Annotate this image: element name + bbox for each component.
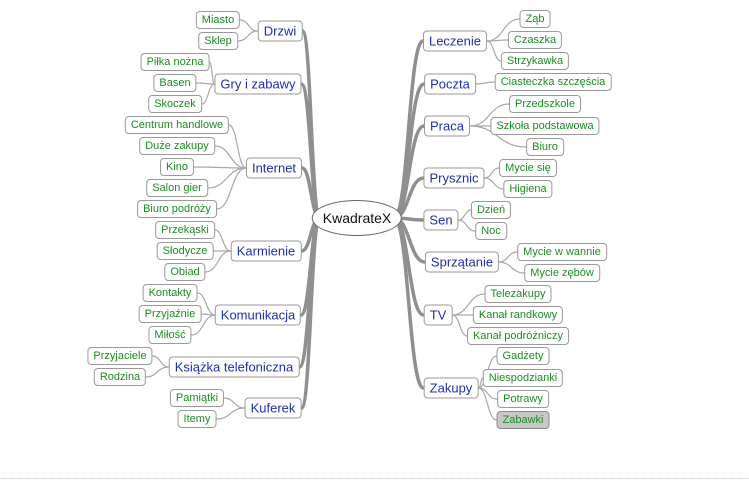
connector-left-leaf [145, 366, 170, 378]
connector-right-leaf [457, 219, 476, 232]
connector-right-leaf [498, 261, 525, 274]
leaf-kanal-podrozniczy[interactable]: Kanał podróżniczy [467, 327, 569, 345]
leaf-potrawy[interactable]: Potrawy [497, 390, 549, 408]
branch-praca[interactable]: Praca [424, 115, 470, 137]
leaf-czaszka[interactable]: Czaszka [507, 31, 563, 49]
leaf-przyjaciele[interactable]: Przyjaciele [87, 347, 153, 365]
leaf-duze-zakupy[interactable]: Duże zakupy [139, 137, 215, 155]
connector-left-leaf [207, 167, 247, 189]
leaf-gadzety[interactable]: Gadżety [496, 347, 550, 365]
leaf-pamiatki[interactable]: Pamiątki [169, 389, 225, 407]
connector-right-leaf [469, 103, 510, 127]
connector-right-leaf [486, 40, 502, 62]
branch-zakupy[interactable]: Zakupy [423, 377, 479, 399]
connector-right-leaf [469, 125, 527, 148]
leaf-skoczek[interactable]: Skoczek [148, 95, 202, 113]
leaf-miasto[interactable]: Miasto [195, 11, 241, 29]
branch-kuferek[interactable]: Kuferek [244, 397, 302, 419]
leaf-mycie-zebow[interactable]: Mycie zębów [524, 264, 600, 282]
connector-left-leaf [215, 407, 246, 420]
connector-left-leaf [214, 229, 232, 252]
bottom-divider [0, 478, 749, 479]
leaf-centrum-handlowe[interactable]: Centrum handlowe [124, 116, 230, 134]
branch-poczta[interactable]: Poczta [424, 73, 476, 95]
connector-right-leaf [498, 251, 518, 263]
leaf-przekaski[interactable]: Przekąski [155, 221, 215, 239]
connector-left-leaf [151, 355, 170, 368]
connector-left-leaf [193, 166, 247, 169]
branch-leczenie[interactable]: Leczenie [422, 30, 488, 52]
connector-left-leaf [190, 314, 216, 336]
connector-left-leaf [239, 19, 259, 32]
leaf-zabawki[interactable]: Zabawki [496, 411, 550, 429]
leaf-itemy[interactable]: Itemy [177, 410, 217, 428]
leaf-noc[interactable]: Noc [475, 222, 507, 240]
leaf-niespodzianki[interactable]: Niespodzianki [482, 369, 564, 387]
connector-right-leaf [475, 81, 496, 85]
leaf-dzien[interactable]: Dzień [470, 201, 512, 219]
leaf-telezakupy[interactable]: Telezakupy [484, 285, 552, 303]
connector-left-leaf [216, 167, 247, 210]
leaf-salon-gier[interactable]: Salon gier [146, 179, 208, 197]
connector-right-leaf [457, 209, 472, 221]
leaf-biuro[interactable]: Biuro [526, 138, 564, 156]
connector-left-leaf [195, 82, 216, 85]
branch-ksiazka-telefoniczna[interactable]: Książka telefoniczna [168, 356, 300, 378]
leaf-sklep[interactable]: Sklep [198, 32, 238, 50]
leaf-biuro-podrozy[interactable]: Biuro podróży [137, 200, 217, 218]
leaf-przyjaznie[interactable]: Przyjaźnie [138, 305, 202, 323]
branch-sen[interactable]: Sen [423, 209, 459, 231]
connector-left-leaf [223, 397, 246, 409]
branch-internet[interactable]: Internet [245, 157, 303, 179]
branch-prysznic[interactable]: Prysznic [423, 167, 485, 189]
branch-komunikacja[interactable]: Komunikacja [214, 304, 302, 326]
leaf-kanal-randkowy[interactable]: Kanał randkowy [472, 306, 564, 324]
connector-left-leaf [237, 30, 259, 42]
connector-left-leaf [214, 145, 247, 169]
leaf-mycie-sie[interactable]: Mycie się [499, 159, 557, 177]
connector-right-leaf [451, 293, 486, 316]
branch-drzwi[interactable]: Drzwi [257, 20, 303, 42]
connector-left-leaf [228, 124, 247, 169]
branch-tv[interactable]: TV [423, 304, 453, 326]
connector-left-leaf [204, 250, 232, 273]
central-node[interactable]: KwadrateX [311, 200, 403, 236]
leaf-szkola-podstawowa[interactable]: Szkoła podstawowa [490, 117, 600, 135]
leaf-higiena[interactable]: Higiena [503, 180, 553, 198]
connector-right-leaf [451, 314, 468, 337]
connector-right-leaf [486, 39, 509, 42]
leaf-basen[interactable]: Basen [153, 74, 197, 92]
leaf-obiad[interactable]: Obiad [164, 263, 206, 281]
branch-sprzatanie[interactable]: Sprzątanie [424, 251, 500, 273]
connector-right-branch [392, 216, 426, 390]
leaf-mycie-w-wannie[interactable]: Mycie w wannie [517, 243, 607, 261]
branch-gry-i-zabawy[interactable]: Gry i zabawy [214, 73, 302, 95]
leaf-strzykawka[interactable]: Strzykawka [500, 52, 570, 70]
leaf-slodycze[interactable]: Słodycze [156, 242, 214, 260]
leaf-przedszkole[interactable]: Przedszkole [509, 95, 581, 113]
leaf-milosc[interactable]: Miłość [148, 326, 192, 344]
leaf-kino[interactable]: Kino [159, 158, 195, 176]
leaf-zab[interactable]: Ząb [519, 10, 551, 28]
connector-left-leaf [208, 61, 216, 85]
connector-right-leaf [483, 177, 505, 190]
leaf-kontakty[interactable]: Kontakty [142, 284, 198, 302]
leaf-ciasteczka-szczescia[interactable]: Ciasteczka szczęścia [494, 73, 612, 91]
leaf-rodzina[interactable]: Rodzina [93, 368, 147, 386]
branch-karmienie[interactable]: Karmienie [230, 240, 302, 262]
leaf-pilka-nozna[interactable]: Piłka nożna [140, 53, 210, 71]
connector-left-leaf [201, 83, 216, 105]
connector-right-leaf [477, 387, 498, 421]
connector-right-leaf [483, 167, 500, 179]
